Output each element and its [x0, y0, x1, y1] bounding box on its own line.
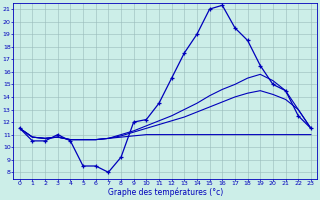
X-axis label: Graphe des températures (°c): Graphe des températures (°c): [108, 188, 223, 197]
